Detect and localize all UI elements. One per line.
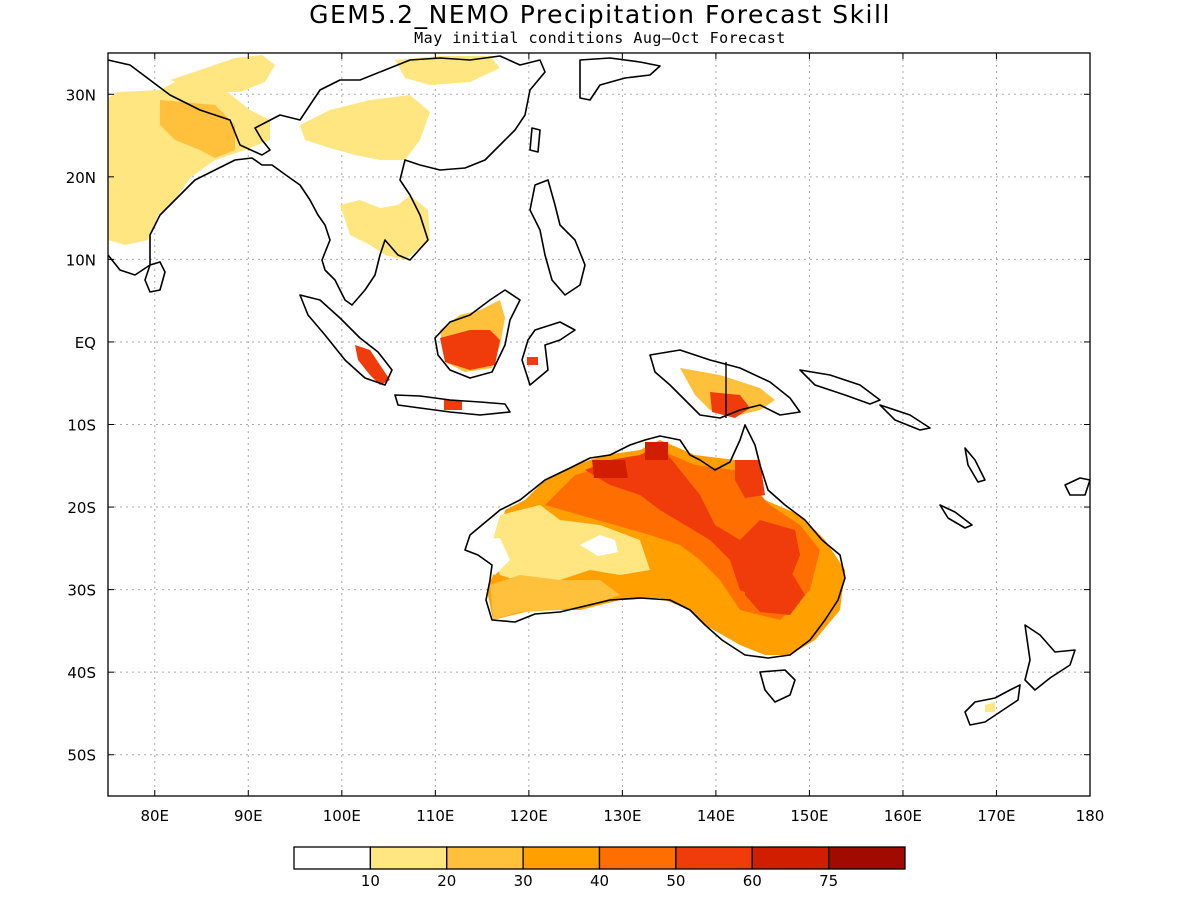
coast-nz-south <box>964 684 1021 726</box>
skill-region-sulawesi <box>527 357 538 365</box>
lat-tick-label: 30N <box>66 86 96 104</box>
latitude-ticks: 30N 20N 10N EQ 10S 20S 30S 40S 50S <box>66 86 1090 765</box>
colorbar-swatch <box>598 846 677 870</box>
skill-region-sw-australia-2 <box>490 575 620 620</box>
colorbar-swatch <box>751 846 830 870</box>
lat-tick-label: 10N <box>66 251 96 269</box>
lon-tick-label: 140E <box>697 807 735 825</box>
coast-japan <box>579 57 661 101</box>
skill-region-arnhem <box>645 442 668 460</box>
colorbar-label: 40 <box>590 872 609 890</box>
lon-tick-label: 130E <box>603 807 641 825</box>
longitude-ticks: 80E 90E 100E 110E 120E 130E 140E 150E 160E 170E 18… <box>140 53 1104 825</box>
colorbar: 10 20 30 40 50 60 75 <box>293 846 906 890</box>
map-title: GEM5.2_NEMO Precipitation Forecast Skill <box>309 0 891 29</box>
skill-region-borneo <box>440 330 500 370</box>
lon-tick-label: 180 <box>1076 807 1105 825</box>
colorbar-swatch <box>293 846 372 870</box>
skill-region-new-guinea <box>680 368 775 415</box>
skill-region-tibet <box>170 55 275 92</box>
coast-solomons <box>879 404 931 431</box>
skill-region-india-east <box>160 100 235 158</box>
colorbar-label: 10 <box>361 872 380 890</box>
lat-tick-label: 40S <box>67 664 96 682</box>
lat-tick-label: EQ <box>75 334 96 352</box>
coast-new-guinea <box>649 349 801 419</box>
skill-region-java <box>444 400 462 410</box>
lat-tick-label: 20N <box>66 169 96 187</box>
lon-tick-label: 160E <box>884 807 922 825</box>
lon-tick-label: 120E <box>510 807 548 825</box>
coast-tasmania <box>759 669 796 703</box>
coast-australia <box>464 424 846 659</box>
colorbar-swatch <box>522 846 601 870</box>
colorbar-swatch <box>369 846 448 870</box>
colorbar-swatch <box>446 846 524 870</box>
coast-vanuatu <box>964 447 986 483</box>
coast-sulawesi <box>521 321 576 386</box>
skill-shading <box>108 55 995 712</box>
coast-java <box>394 394 511 416</box>
skill-region-sw-australia <box>490 505 650 585</box>
lon-tick-label: 110E <box>416 807 454 825</box>
skill-region-indochina <box>340 195 430 260</box>
coast-nz-north <box>1024 624 1076 691</box>
lat-tick-label: 50S <box>67 747 96 765</box>
skill-region-nz <box>985 702 995 712</box>
coast-taiwan <box>529 127 541 153</box>
coast-sumatra <box>299 294 393 386</box>
lon-tick-label: 90E <box>234 807 263 825</box>
colorbar-swatch <box>827 846 906 870</box>
skill-region-china <box>300 95 430 160</box>
skill-region-kimberley <box>592 460 628 478</box>
coast-fiji <box>1064 477 1091 496</box>
skill-region-australia-core <box>585 445 800 600</box>
lat-tick-label: 20S <box>67 499 96 517</box>
coast-new-caledonia <box>939 504 973 529</box>
colorbar-label: 30 <box>514 872 533 890</box>
colorbar-label: 20 <box>437 872 456 890</box>
skill-region-sumatra <box>355 345 390 385</box>
colorbar-swatch <box>675 846 753 870</box>
lat-tick-label: 30S <box>67 582 96 600</box>
lon-tick-label: 170E <box>977 807 1015 825</box>
colorbar-label: 50 <box>666 872 685 890</box>
coast-asia <box>107 55 546 306</box>
skill-region-gap <box>580 535 618 556</box>
coast-borneo <box>434 289 521 379</box>
skill-region-gap-west <box>470 538 510 575</box>
coastlines <box>107 55 1091 726</box>
colorbar-label: 60 <box>743 872 762 890</box>
map-subtitle: May initial conditions Aug–Oct Forecast <box>414 29 786 47</box>
coast-sri-lanka <box>144 261 166 293</box>
lon-tick-label: 100E <box>323 807 361 825</box>
skill-region-cape-york <box>735 460 765 498</box>
graticule <box>108 53 1090 796</box>
skill-region-china-north <box>395 56 500 85</box>
coast-png-islands <box>799 369 881 405</box>
colorbar-label: 75 <box>819 872 838 890</box>
skill-region-se-australia <box>745 570 805 615</box>
lat-tick-label: 10S <box>67 417 96 435</box>
skill-region-new-guinea-core <box>710 392 750 418</box>
lon-tick-label: 80E <box>140 807 169 825</box>
lon-tick-label: 150E <box>790 807 828 825</box>
coast-philippines <box>529 179 586 296</box>
